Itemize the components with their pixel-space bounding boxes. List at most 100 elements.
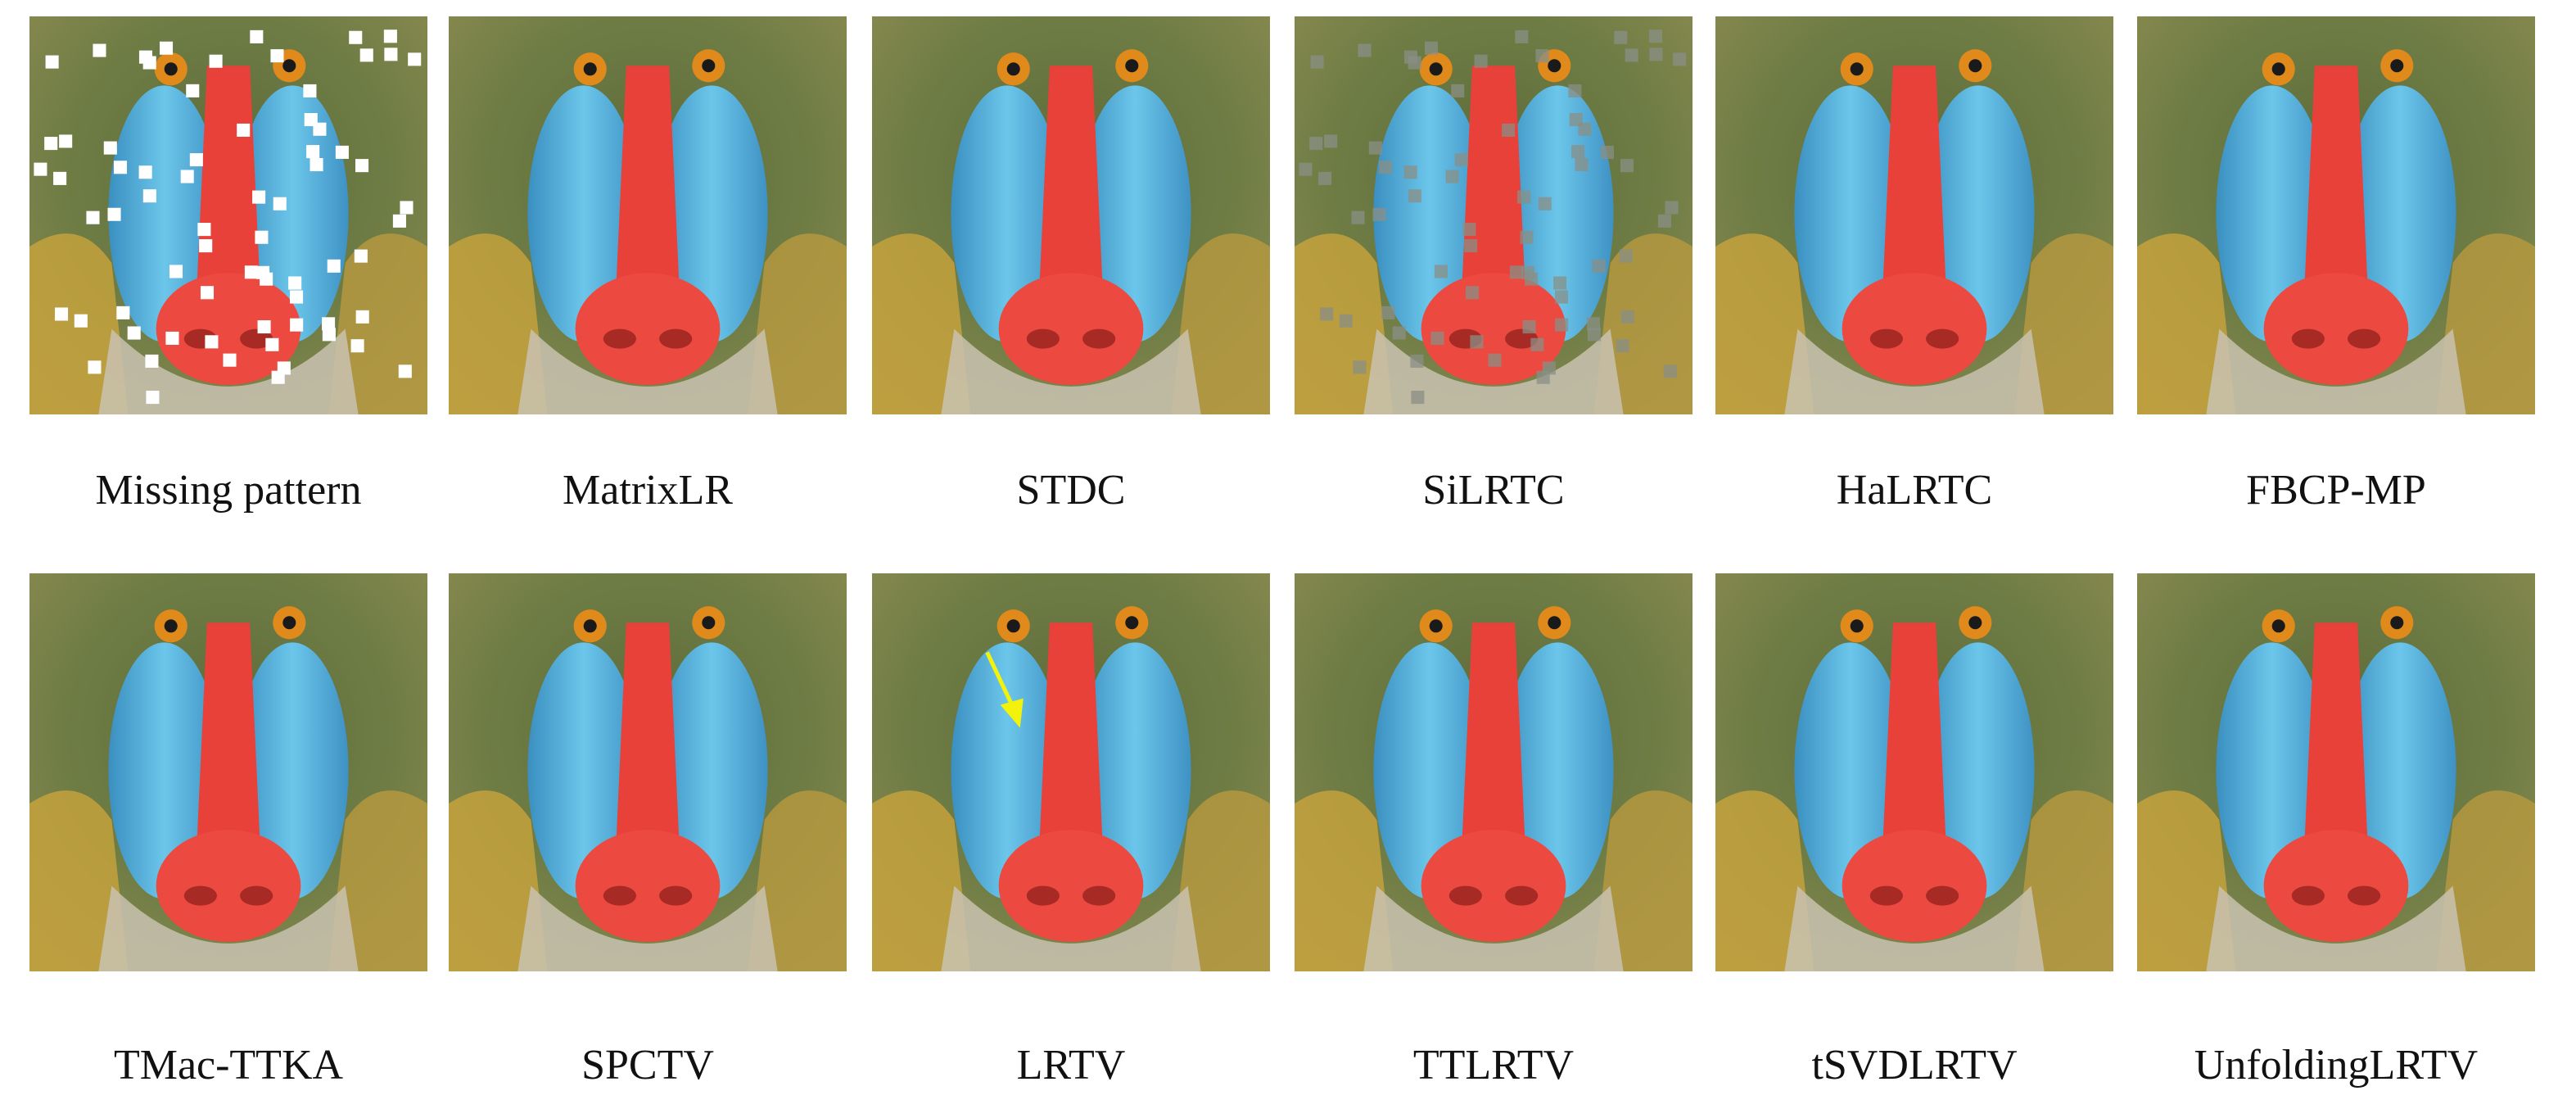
missing-block xyxy=(53,171,67,185)
caption: Missing pattern xyxy=(96,467,362,514)
missing-block xyxy=(271,370,285,384)
image xyxy=(29,573,427,971)
missing-block xyxy=(54,307,69,321)
missing-block xyxy=(1408,189,1421,203)
missing-block xyxy=(265,337,279,351)
missing-block xyxy=(1392,326,1406,340)
missing-block xyxy=(199,239,213,253)
missing-block xyxy=(1509,265,1523,279)
missing-block xyxy=(1538,197,1552,210)
arrow-head xyxy=(1000,698,1024,728)
missing-block xyxy=(1665,201,1679,215)
missing-block xyxy=(1575,158,1589,172)
missing-block xyxy=(1522,320,1536,334)
missing-block xyxy=(322,328,336,342)
missing-block xyxy=(273,197,287,210)
missing-block xyxy=(1434,265,1448,278)
missing-block xyxy=(86,210,100,224)
caption: UnfoldingLRTV xyxy=(2194,1042,2478,1089)
missing-block xyxy=(1381,306,1395,319)
image xyxy=(2137,16,2535,414)
missing-block xyxy=(1372,207,1386,221)
missing-block xyxy=(244,265,258,279)
missing-block xyxy=(59,134,73,148)
image-panel xyxy=(449,573,847,971)
missing-block xyxy=(138,165,152,179)
missing-block xyxy=(1587,328,1601,342)
missing-block xyxy=(1310,55,1324,69)
missing-block xyxy=(1410,354,1424,368)
caption: TTLRTV xyxy=(1413,1042,1574,1089)
missing-block xyxy=(74,314,88,328)
missing-block xyxy=(252,190,266,204)
missing-block xyxy=(1657,214,1671,228)
missing-block xyxy=(255,230,269,244)
missing-block xyxy=(384,48,398,61)
missing-block xyxy=(1648,29,1662,43)
missing-block xyxy=(1530,337,1544,351)
missing-block xyxy=(1616,339,1629,353)
missing-block xyxy=(1351,210,1365,224)
missing-block xyxy=(290,318,304,332)
missing-block xyxy=(1553,276,1567,290)
image-panel xyxy=(29,573,427,971)
image-panel xyxy=(1715,16,2113,414)
missing-block xyxy=(1464,239,1478,253)
missing-block xyxy=(1353,360,1367,374)
image-panel xyxy=(872,16,1270,414)
missing-block xyxy=(304,113,318,127)
image xyxy=(1295,573,1692,971)
missing-block xyxy=(1673,52,1687,66)
missing-block xyxy=(180,170,194,183)
missing-block xyxy=(44,137,58,151)
missing-block xyxy=(1424,41,1439,55)
image-panel xyxy=(1295,573,1692,971)
missing-block xyxy=(349,30,363,44)
missing-block xyxy=(189,153,203,167)
caption: FBCP-MP xyxy=(2246,467,2426,514)
missing-block xyxy=(1569,113,1583,127)
missing-block xyxy=(103,141,117,155)
missing-block xyxy=(1488,353,1502,367)
missing-block xyxy=(1555,318,1569,332)
missing-block xyxy=(310,158,323,172)
image-panel xyxy=(2137,573,2535,971)
missing-block xyxy=(322,317,336,331)
missing-block xyxy=(1451,84,1465,97)
image-panel xyxy=(1715,573,2113,971)
image-panel xyxy=(1295,16,1692,414)
caption: TMac-TTKA xyxy=(114,1042,344,1089)
missing-block xyxy=(260,272,273,286)
image-panel xyxy=(29,16,427,414)
missing-block xyxy=(1454,153,1468,167)
missing-block xyxy=(1520,230,1534,244)
missing-block xyxy=(1620,159,1634,173)
missing-block xyxy=(1535,49,1549,63)
missing-block xyxy=(1663,364,1677,378)
arrow xyxy=(985,651,1015,709)
missing-block xyxy=(1619,249,1633,263)
missing-block xyxy=(398,364,412,378)
missing-block xyxy=(1620,310,1634,324)
missing-block xyxy=(1318,171,1332,185)
caption: SiLRTC xyxy=(1422,467,1564,514)
missing-block xyxy=(288,276,302,290)
missing-block xyxy=(257,320,271,334)
missing-block xyxy=(138,50,153,64)
image xyxy=(1715,16,2113,414)
missing-block xyxy=(1378,161,1393,174)
missing-block xyxy=(1614,30,1628,44)
missing-block xyxy=(359,48,373,62)
missing-block xyxy=(1403,50,1418,64)
missing-block xyxy=(1515,29,1529,43)
image-panel xyxy=(872,573,1270,971)
missing-block xyxy=(1339,314,1353,328)
missing-block xyxy=(1462,223,1476,237)
missing-block xyxy=(1625,48,1638,62)
missing-block xyxy=(1525,272,1539,286)
missing-block xyxy=(223,353,237,367)
missing-block xyxy=(1600,145,1614,159)
missing-block xyxy=(169,265,183,278)
missing-block xyxy=(186,84,200,97)
